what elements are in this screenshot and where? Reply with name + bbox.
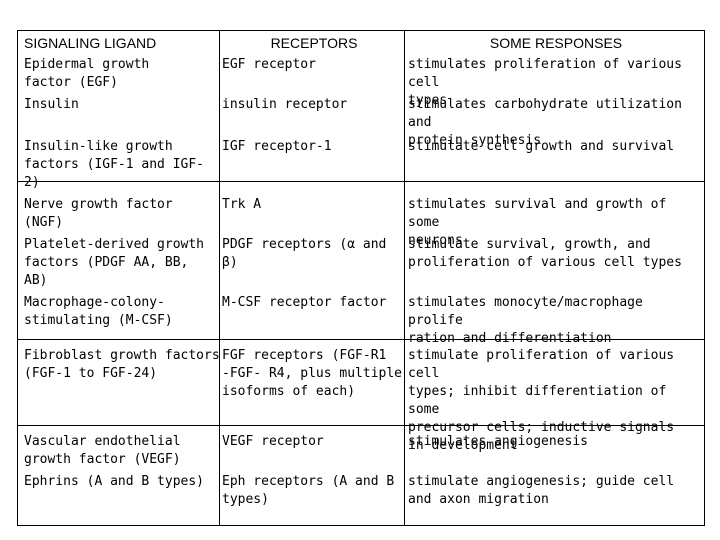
table-cell-receptor: IGF receptor-1 bbox=[222, 139, 332, 154]
row-divider bbox=[18, 425, 704, 426]
table-cell-response: stimulate survival, growth, and prolifer… bbox=[408, 237, 682, 270]
table-cell-response: stimulate angiogenesis; guide cell and a… bbox=[408, 474, 675, 507]
header-ligand: SIGNALING LIGAND bbox=[24, 35, 157, 51]
table-cell-response: stimulate proliferation of various cell … bbox=[408, 348, 675, 453]
table-cell-receptor: insulin receptor bbox=[222, 97, 348, 112]
table-cell-ligand: Insulin-like growth factors (IGF-1 and I… bbox=[24, 139, 205, 190]
table-cell-receptor: Trk A bbox=[222, 197, 262, 212]
table-cell-receptor: M-CSF receptor factor bbox=[222, 295, 387, 310]
table-cell-receptor: VEGF receptor bbox=[222, 434, 324, 449]
table-cell-receptor: FGF receptors (FGF-R1 -FGF- R4, plus mul… bbox=[222, 348, 403, 399]
table-cell-response: stimulate cell growth and survival bbox=[408, 139, 675, 154]
table-cell-response: stimulates carbohydrate utilization and … bbox=[408, 97, 682, 148]
signaling-table: SIGNALING LIGAND RECEPTORS SOME RESPONSE… bbox=[17, 30, 705, 526]
table-cell-ligand: Insulin bbox=[24, 97, 79, 112]
table-cell-ligand: Nerve growth factor (NGF) bbox=[24, 197, 173, 230]
row-divider bbox=[18, 339, 704, 340]
table-cell-ligand: Macrophage-colony- stimulating (M-CSF) bbox=[24, 295, 173, 328]
column-divider bbox=[404, 31, 405, 525]
table-cell-response: stimulates proliferation of various cell… bbox=[408, 57, 682, 108]
table-cell-receptor: Eph receptors (A and B types) bbox=[222, 474, 395, 507]
table-cell-response: stimulates monocyte/macrophage prolife r… bbox=[408, 295, 643, 346]
table-cell-response: stimulates angiogenesis bbox=[408, 434, 589, 449]
table-cell-receptor: PDGF receptors (α and β) bbox=[222, 237, 387, 270]
table-cell-ligand: Platelet-derived growth factors (PDGF AA… bbox=[24, 237, 205, 288]
table-cell-response: stimulates survival and growth of some n… bbox=[408, 197, 667, 248]
table-cell-ligand: Fibroblast growth factors (FGF-1 to FGF-… bbox=[24, 348, 220, 381]
row-divider bbox=[18, 181, 704, 182]
header-responses: SOME RESPONSES bbox=[489, 35, 623, 51]
header-receptors: RECEPTORS bbox=[270, 35, 358, 51]
table-cell-ligand: Vascular endothelial growth factor (VEGF… bbox=[24, 434, 181, 467]
table-cell-ligand: Epidermal growth factor (EGF) bbox=[24, 57, 150, 90]
table-cell-receptor: EGF receptor bbox=[222, 57, 316, 72]
column-divider bbox=[219, 31, 220, 525]
table-cell-ligand: Ephrins (A and B types) bbox=[24, 474, 205, 489]
